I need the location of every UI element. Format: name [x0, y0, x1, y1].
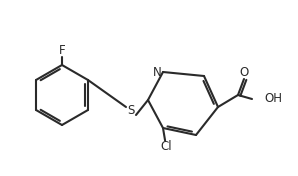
Text: Cl: Cl — [160, 140, 172, 152]
Text: F: F — [59, 45, 65, 58]
Text: S: S — [127, 105, 135, 118]
Text: N: N — [153, 65, 162, 78]
Text: OH: OH — [264, 93, 282, 105]
Text: O: O — [239, 65, 249, 78]
